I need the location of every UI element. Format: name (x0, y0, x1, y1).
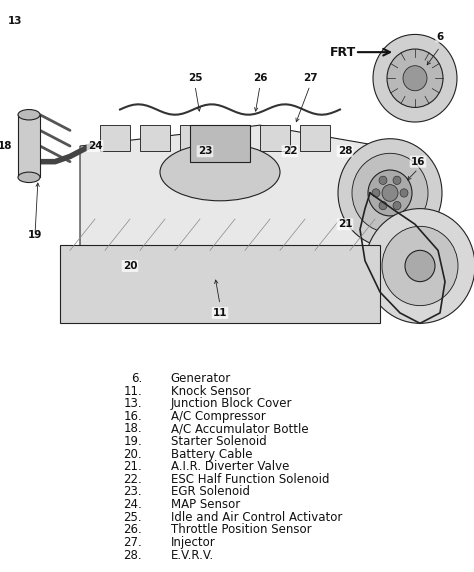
Text: 11: 11 (213, 308, 227, 318)
Bar (18, 115, 40, 177)
Text: A.I.R. Diverter Valve: A.I.R. Diverter Valve (171, 460, 289, 473)
Text: 18.: 18. (124, 423, 142, 435)
Ellipse shape (160, 144, 280, 201)
Text: 19.: 19. (123, 435, 142, 448)
Text: 22.: 22. (123, 473, 142, 486)
Text: 13: 13 (8, 16, 22, 26)
Circle shape (382, 185, 398, 201)
Circle shape (405, 251, 435, 281)
Text: ESC Half Function Solenoid: ESC Half Function Solenoid (171, 473, 329, 486)
Text: 27: 27 (303, 73, 317, 84)
Circle shape (368, 170, 412, 216)
Text: Generator: Generator (171, 372, 231, 385)
Bar (190, 125, 250, 162)
Circle shape (338, 139, 442, 247)
Text: 24.: 24. (123, 498, 142, 511)
Circle shape (387, 49, 443, 108)
Circle shape (372, 189, 380, 197)
Circle shape (373, 34, 457, 122)
Bar (260, 125, 290, 151)
Circle shape (379, 201, 387, 210)
Circle shape (393, 201, 401, 210)
Bar (60, 245, 380, 323)
Text: MAP Sensor: MAP Sensor (171, 498, 240, 511)
Text: 23.: 23. (124, 486, 142, 498)
Circle shape (379, 176, 387, 185)
Text: 6.: 6. (131, 372, 142, 385)
Text: 21.: 21. (123, 460, 142, 473)
Text: A/C Accumulator Bottle: A/C Accumulator Bottle (171, 423, 308, 435)
Text: 26: 26 (253, 73, 267, 84)
Ellipse shape (18, 172, 40, 182)
Text: Idle and Air Control Activator: Idle and Air Control Activator (171, 511, 342, 524)
Text: Junction Block Cover: Junction Block Cover (171, 397, 292, 410)
Bar (140, 125, 170, 151)
Bar (100, 125, 130, 151)
Circle shape (382, 227, 458, 305)
Text: Starter Solenoid: Starter Solenoid (171, 435, 266, 448)
Text: Injector: Injector (171, 536, 215, 549)
Text: 28: 28 (338, 146, 352, 156)
Text: 6: 6 (437, 31, 444, 42)
Text: E.V.R.V.: E.V.R.V. (171, 549, 214, 562)
Text: 27.: 27. (123, 536, 142, 549)
Bar (300, 125, 330, 151)
Bar (220, 125, 250, 151)
Text: 11.: 11. (123, 384, 142, 398)
Text: 28.: 28. (124, 549, 142, 562)
Text: 13.: 13. (124, 397, 142, 410)
Text: 21: 21 (338, 219, 352, 229)
Text: A/C Compressor: A/C Compressor (171, 410, 265, 423)
Ellipse shape (18, 109, 40, 120)
Text: 18: 18 (0, 141, 12, 151)
Text: Knock Sensor: Knock Sensor (171, 384, 250, 398)
Polygon shape (80, 125, 380, 292)
Bar (180, 125, 210, 151)
Circle shape (352, 153, 428, 233)
Circle shape (403, 66, 427, 91)
Circle shape (393, 176, 401, 185)
Text: Battery Cable: Battery Cable (171, 448, 252, 460)
Circle shape (400, 189, 408, 197)
Text: 26.: 26. (123, 523, 142, 537)
Text: 16: 16 (411, 157, 425, 166)
Text: 25.: 25. (124, 511, 142, 524)
Text: EGR Solenoid: EGR Solenoid (171, 486, 250, 498)
Text: 25: 25 (188, 73, 202, 84)
Text: Throttle Position Sensor: Throttle Position Sensor (171, 523, 311, 537)
Text: 22: 22 (283, 146, 297, 156)
Text: FRT: FRT (330, 46, 356, 59)
Circle shape (365, 209, 474, 323)
Text: 20: 20 (123, 261, 137, 271)
Text: 19: 19 (28, 230, 42, 240)
Text: 16.: 16. (123, 410, 142, 423)
Text: 23: 23 (198, 146, 212, 156)
Text: 20.: 20. (124, 448, 142, 460)
Text: 24: 24 (88, 141, 102, 151)
